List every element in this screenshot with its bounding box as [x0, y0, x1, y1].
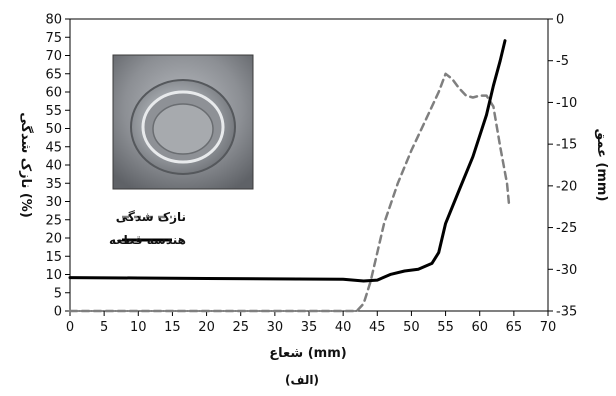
photo-inset [112, 54, 254, 190]
x-tick-label: 20 [198, 320, 215, 335]
figure-caption: (الف) [285, 373, 319, 387]
x-axis-ticks: 0 5 10 15 20 25 30 35 40 45 50 55 60 65 70 [66, 311, 556, 335]
x-tick-label: 45 [369, 320, 386, 335]
y-left-tick-label: 40 [45, 159, 62, 174]
x-tick-label: 0 [66, 320, 74, 335]
y-left-tick-label: 15 [45, 250, 62, 265]
y-left-tick-label: 25 [45, 213, 62, 228]
y-left-tick-label: 60 [45, 86, 62, 101]
series-line-thinning [68, 72, 511, 313]
x-tick-label: 35 [301, 320, 318, 335]
x-tick-label: 55 [437, 320, 454, 335]
y-right-tick-label: -5 [556, 54, 569, 69]
y-left-tick-label: 75 [45, 31, 62, 46]
y-left-axis-ticks: 0 5 10 15 20 25 30 35 40 45 50 55 60 65 70 75 80 [45, 13, 70, 320]
y-right-tick-label: -10 [556, 96, 577, 111]
x-tick-label: 10 [130, 320, 147, 335]
x-tick-label: 15 [164, 320, 181, 335]
y-right-tick-label: -25 [556, 221, 577, 236]
y-left-tick-label: 20 [45, 232, 62, 247]
x-tick-label: 60 [471, 320, 488, 335]
cup-inner-icon [152, 103, 214, 155]
legend-item-geometry: هندسه قطعه [109, 233, 186, 247]
x-tick-label: 65 [506, 320, 523, 335]
x-axis-title: شعاع (mm) [269, 346, 346, 361]
y-left-tick-label: 50 [45, 122, 62, 137]
y-left-tick-label: 30 [45, 195, 62, 210]
x-tick-label: 50 [403, 320, 420, 335]
y-left-tick-label: 80 [45, 13, 62, 28]
x-tick-label: 5 [100, 320, 108, 335]
y-right-tick-label: -15 [556, 138, 577, 153]
y-left-tick-label: 10 [45, 268, 62, 283]
x-tick-label: 70 [540, 320, 557, 335]
y-right-tick-label: -35 [556, 305, 577, 320]
y-left-tick-label: 70 [45, 49, 62, 64]
series-line-geometry [68, 39, 507, 283]
y-left-tick-label: 35 [45, 177, 62, 192]
x-tick-label: 25 [232, 320, 249, 335]
legend: نازک شدگی هندسه قطعه [109, 210, 186, 247]
y-right-axis-title: عمق (mm) [594, 129, 609, 202]
y-right-tick-label: 0 [556, 13, 564, 28]
y-left-tick-label: 5 [54, 286, 62, 301]
y-left-tick-label: 65 [45, 67, 62, 82]
y-right-axis-ticks: 0 -5 -10 -15 -20 -25 -30 -35 [548, 13, 577, 320]
y-left-tick-label: 55 [45, 104, 62, 119]
legend-item-thinning: نازک شدگی [116, 210, 186, 224]
series-layer [68, 39, 511, 313]
y-right-tick-label: -30 [556, 263, 577, 278]
y-left-tick-label: 45 [45, 140, 62, 155]
y-right-tick-label: -20 [556, 179, 577, 194]
y-left-axis-title: نازک شدگی (%) [18, 112, 34, 218]
x-tick-label: 30 [267, 320, 284, 335]
x-tick-label: 40 [335, 320, 352, 335]
y-left-tick-label: 0 [54, 305, 62, 320]
